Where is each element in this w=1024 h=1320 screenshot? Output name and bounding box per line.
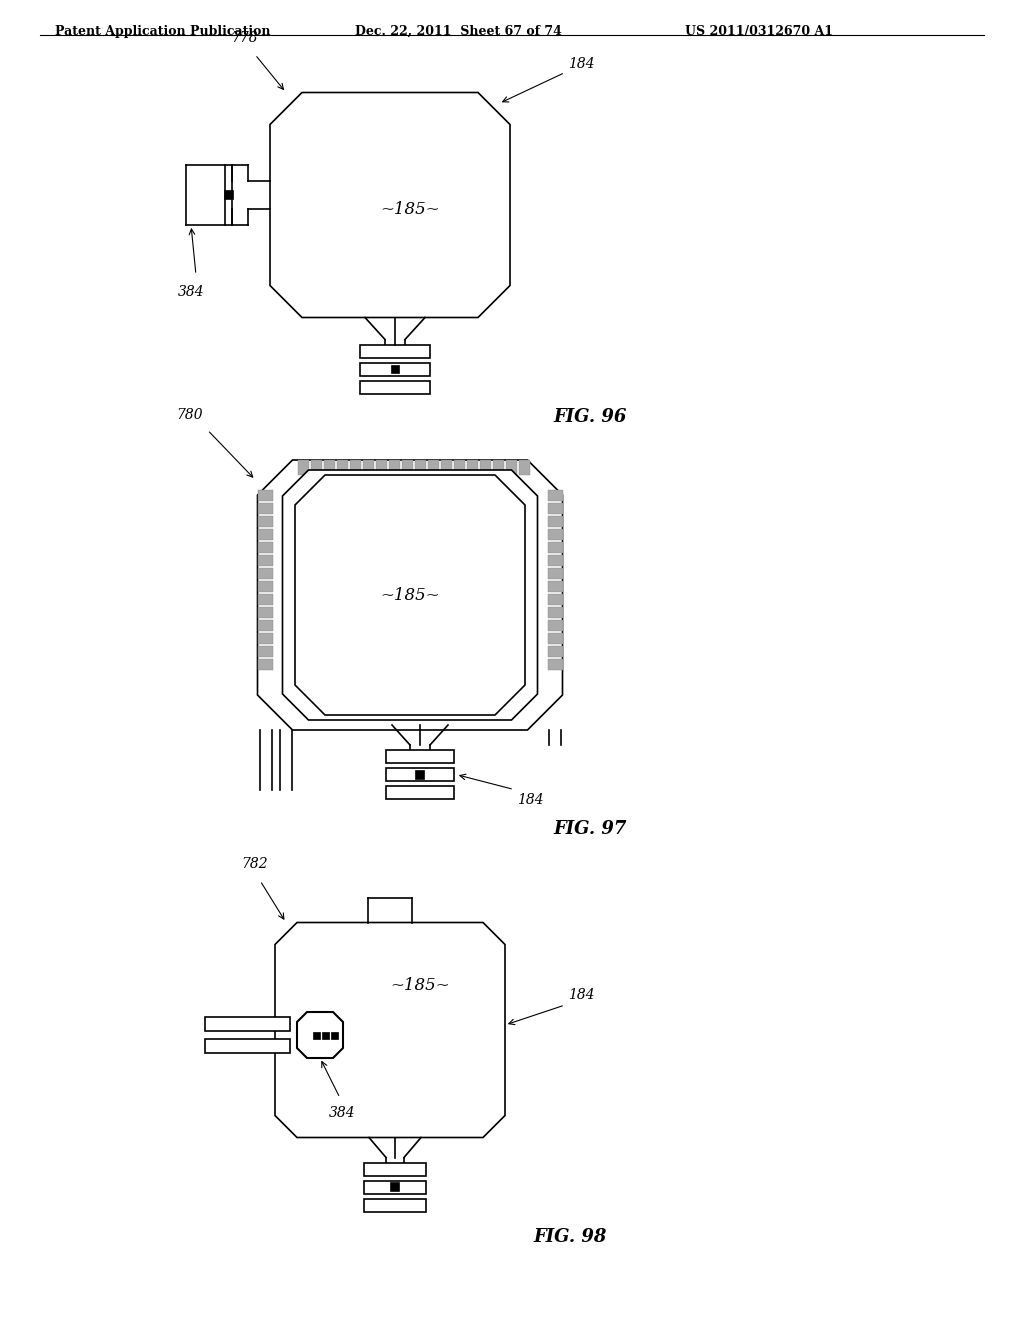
Polygon shape [275,923,505,1138]
Bar [364,1180,426,1193]
Text: 184: 184 [568,987,595,1002]
Bar [257,594,272,605]
Bar [386,750,454,763]
Bar [257,568,272,579]
Text: Patent Application Publication: Patent Application Publication [55,25,270,38]
Bar [360,363,430,375]
Bar [360,380,430,393]
Bar [362,459,374,475]
Bar [257,607,272,618]
Bar [257,554,272,566]
Bar [257,529,272,540]
Bar [360,345,430,358]
Bar [548,634,562,644]
Bar [386,768,454,781]
Bar [391,1183,399,1191]
Polygon shape [283,470,538,719]
Text: 184: 184 [568,57,595,70]
Bar [349,459,360,475]
Bar [205,1016,290,1031]
Bar [257,490,272,502]
Text: 778: 778 [231,30,258,45]
Bar [416,771,424,779]
Text: US 2011/0312670 A1: US 2011/0312670 A1 [685,25,833,38]
Text: 384: 384 [329,1106,355,1119]
Bar [257,645,272,657]
Bar [322,1031,329,1039]
Bar [224,191,232,199]
Bar [548,620,562,631]
Text: ~185~: ~185~ [380,202,440,219]
Bar [548,568,562,579]
Bar [548,659,562,671]
Bar [548,503,562,513]
Bar [440,459,452,475]
Text: 384: 384 [178,285,205,300]
Bar [364,1199,426,1212]
Bar [257,581,272,591]
Bar [548,645,562,657]
Bar [364,1163,426,1176]
Bar [479,459,490,475]
Bar [401,459,413,475]
Bar [257,516,272,527]
Bar [337,459,347,475]
Text: ~185~: ~185~ [390,977,450,994]
Text: 184: 184 [517,792,544,807]
Bar [257,634,272,644]
Text: ~185~: ~185~ [380,586,440,603]
Bar [376,459,386,475]
Bar [257,659,272,671]
Bar [205,1039,290,1053]
Polygon shape [297,1012,343,1059]
Polygon shape [270,92,510,318]
Bar [548,594,562,605]
Bar [298,459,308,475]
Bar [506,459,516,475]
Bar [391,366,398,372]
Text: Dec. 22, 2011  Sheet 67 of 74: Dec. 22, 2011 Sheet 67 of 74 [355,25,562,38]
Text: FIG. 97: FIG. 97 [553,820,627,838]
Bar [548,490,562,502]
Bar [324,459,335,475]
Bar [313,1031,319,1039]
Polygon shape [257,459,562,730]
Bar [548,554,562,566]
Bar [331,1031,338,1039]
Text: 384: 384 [324,525,350,540]
Bar [548,581,562,591]
Text: 782: 782 [242,857,268,870]
Bar [310,459,322,475]
Text: FIG. 98: FIG. 98 [534,1228,606,1246]
Text: FIG. 96: FIG. 96 [553,408,627,426]
Bar [388,459,399,475]
Bar [454,459,465,475]
Bar [548,543,562,553]
Bar [257,620,272,631]
Bar [548,529,562,540]
Polygon shape [295,475,525,715]
Bar [548,516,562,527]
Text: 780: 780 [176,408,203,422]
Bar [493,459,504,475]
Bar [257,503,272,513]
Bar [467,459,477,475]
Bar [257,543,272,553]
Bar [518,459,529,475]
Bar [415,459,426,475]
Bar [427,459,438,475]
Bar [548,607,562,618]
Bar [386,785,454,799]
